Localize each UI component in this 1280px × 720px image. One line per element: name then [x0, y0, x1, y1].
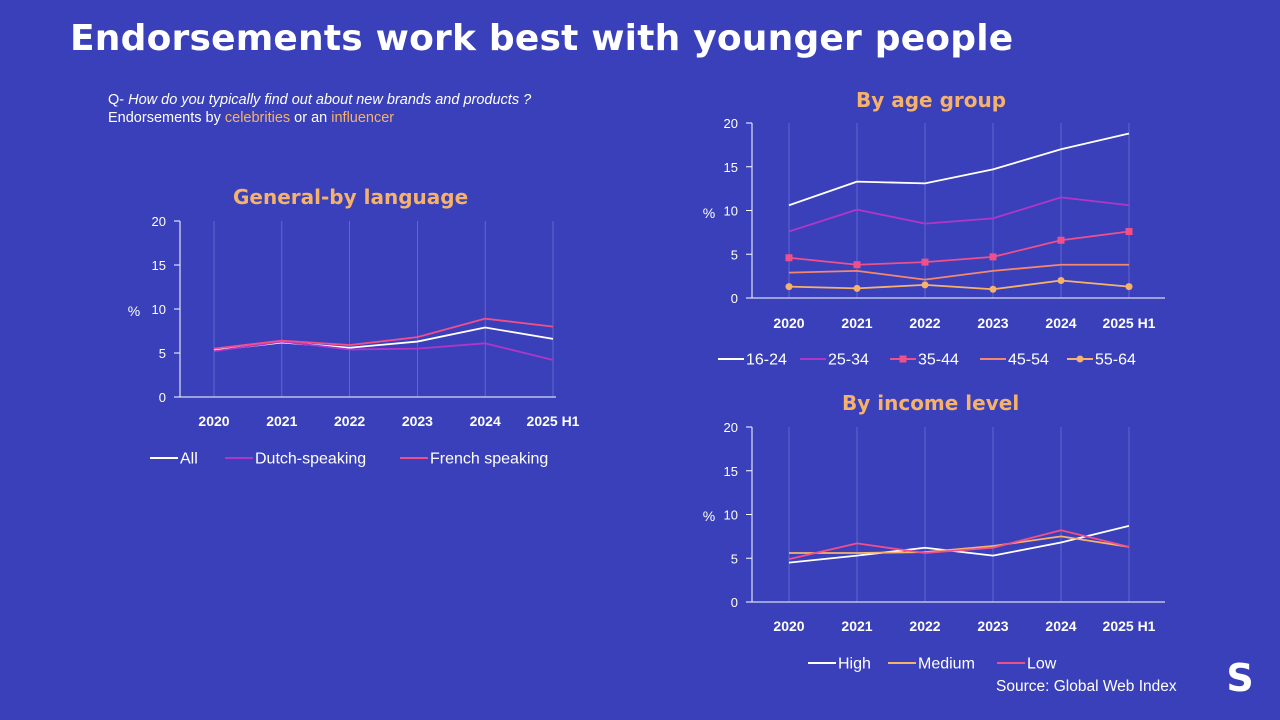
question-middle: or an: [290, 110, 332, 126]
chart-income: 0 5 10 15 20% 2020 2021 2022 2023 2024 2025 H1 High…: [703, 420, 1165, 673]
x-tick-label-language: 2021: [266, 413, 297, 429]
x-tick-label-income: 2020: [773, 618, 804, 634]
chart-language: 0 5 10 15 20% 2020 2021 2022 2023 2024 2025 H1 All D…: [128, 214, 580, 468]
highlight-influencer: influencer: [331, 110, 395, 126]
data-point-age-55-64: [1125, 283, 1133, 291]
y-axis-label-income: %: [703, 508, 715, 524]
highlight-celebrities: celebrities: [224, 110, 291, 126]
series-line-language-French speaking: [213, 317, 554, 350]
x-tick-label-language: 2022: [334, 413, 365, 429]
x-tick-label-age: 2023: [977, 315, 1008, 331]
chart-title-language: General-by language: [233, 185, 469, 209]
y-tick-label-language: 20: [152, 214, 166, 229]
x-tick-label-income: 2025 H1: [1103, 618, 1156, 634]
y-tick-label-income: 0: [731, 595, 738, 610]
legend-label-age-55-64: 55-64: [1095, 352, 1136, 369]
legend-label-age-35-44: 35-44: [918, 352, 959, 369]
source-text: Source: Global Web Index: [996, 678, 1177, 695]
x-tick-label-age: 2024: [1045, 315, 1076, 331]
legend-label-income-High: High: [838, 656, 871, 673]
y-tick-label-language: 0: [159, 390, 166, 405]
series-line-income-Low: [788, 529, 1130, 561]
series-line-age-25-34: [788, 196, 1130, 233]
chart-title-income: By income level: [842, 391, 1020, 415]
y-tick-label-language: 10: [152, 302, 166, 317]
y-tick-label-age: 15: [724, 160, 738, 175]
x-tick-label-age: 2022: [909, 315, 940, 331]
x-tick-label-age: 2020: [773, 315, 804, 331]
data-point-age-35-44: [853, 261, 861, 269]
data-point-age-55-64: [921, 281, 929, 289]
legend-label-income-Medium: Medium: [918, 656, 975, 673]
x-tick-label-language: 2024: [470, 413, 501, 429]
series-line-income-High: [788, 525, 1130, 564]
chart-age: 0 5 10 15 20% 2020 2021 2022 2023 2024 2025 H1 16-2…: [703, 116, 1165, 369]
x-tick-label-income: 2023: [977, 618, 1008, 634]
brand-logo-icon: S: [1226, 660, 1253, 696]
y-tick-label-income: 15: [724, 464, 738, 479]
x-tick-label-income: 2021: [841, 618, 872, 634]
data-point-age-55-64: [785, 283, 793, 291]
series-line-age-55-64: [788, 279, 1130, 291]
data-point-age-55-64: [853, 284, 861, 292]
data-point-age-35-44: [989, 253, 997, 261]
data-point-age-35-44: [1057, 236, 1065, 244]
data-point-age-55-64: [1057, 277, 1065, 284]
series-line-income-Medium: [789, 535, 1130, 554]
x-tick-label-language: 2020: [198, 413, 229, 429]
question-block: Q- How do you typically find out about n…: [108, 91, 531, 127]
series-line-age-16-24: [788, 132, 1130, 207]
legend-marker-age-35-44: [899, 355, 907, 363]
y-tick-label-age: 5: [731, 247, 738, 262]
x-tick-label-income: 2024: [1045, 618, 1076, 634]
legend-label-language-All: All: [180, 451, 198, 468]
series-line-age-45-54: [788, 263, 1129, 281]
y-tick-label-income: 5: [731, 551, 738, 566]
x-tick-label-language: 2025 H1: [527, 413, 580, 429]
y-axis-label-age: %: [703, 205, 715, 221]
x-tick-label-age: 2025 H1: [1103, 315, 1156, 331]
y-tick-label-language: 5: [159, 346, 166, 361]
y-tick-label-income: 10: [724, 508, 738, 523]
question-prefix: Q-: [108, 92, 129, 108]
y-tick-label-language: 15: [152, 258, 166, 273]
series-line-language-Dutch-speaking: [213, 340, 554, 361]
y-tick-label-age: 20: [724, 116, 738, 131]
y-tick-label-age: 10: [724, 204, 738, 219]
question-line-1: Q- How do you typically find out about n…: [108, 91, 531, 109]
x-tick-label-language: 2023: [402, 413, 433, 429]
y-tick-label-income: 20: [724, 420, 738, 435]
legend-label-age-45-54: 45-54: [1008, 352, 1049, 369]
brand-logo-letter: S: [1226, 660, 1253, 696]
y-tick-label-age: 0: [731, 291, 738, 306]
series-line-age-35-44: [788, 230, 1130, 266]
legend-label-age-25-34: 25-34: [828, 352, 869, 369]
page-title: Endorsements work best with younger peop…: [70, 18, 1014, 59]
legend-label-language-French speaking: French speaking: [430, 451, 548, 468]
question-line-2: Endorsements by celebrities or an influe…: [108, 109, 531, 127]
data-point-age-55-64: [989, 285, 997, 293]
y-axis-label-language: %: [128, 303, 140, 319]
chart-title-age: By age group: [856, 88, 1007, 112]
legend-marker-age-55-64: [1076, 355, 1084, 363]
data-point-age-35-44: [1125, 228, 1133, 235]
x-tick-label-income: 2022: [909, 618, 940, 634]
legend-label-age-16-24: 16-24: [746, 352, 787, 369]
question-text: How do you typically find out about new …: [128, 92, 532, 108]
legend-label-language-Dutch-speaking: Dutch-speaking: [255, 451, 366, 468]
legend-label-income-Low: Low: [1027, 656, 1057, 673]
question-line2-start: Endorsements by: [108, 110, 225, 126]
data-point-age-35-44: [921, 258, 929, 266]
data-point-age-35-44: [785, 254, 793, 262]
x-tick-label-age: 2021: [841, 315, 872, 331]
